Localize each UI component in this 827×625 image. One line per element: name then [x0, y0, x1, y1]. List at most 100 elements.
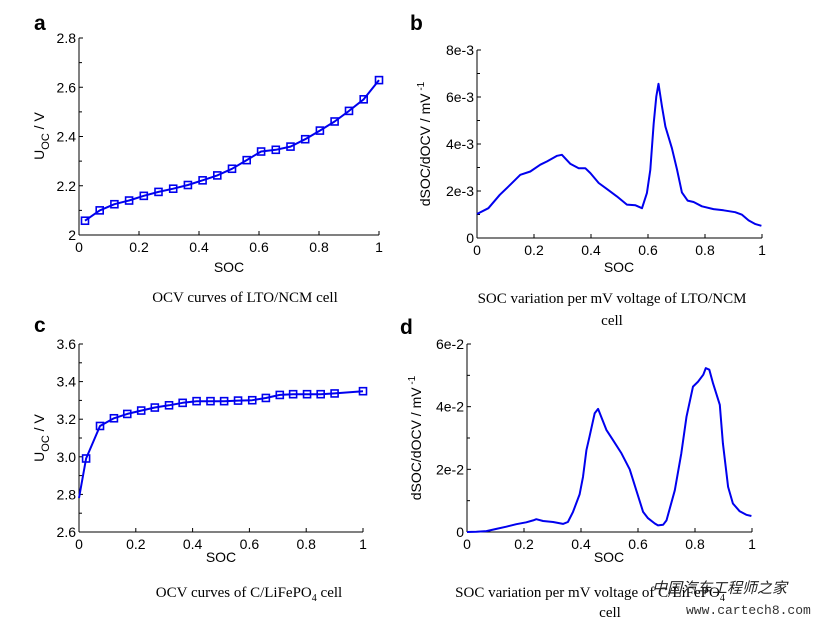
- x-tick-label: 0.8: [695, 242, 715, 258]
- x-tick-label: 0.6: [240, 536, 260, 552]
- caption-text: SOC variation per mV voltage of C/LiFePO: [455, 585, 720, 601]
- y-tick-label: 2.4: [57, 129, 77, 145]
- watermark-url-text: www.cartech8.com: [686, 603, 811, 618]
- data-point-marker: [359, 95, 369, 104]
- x-tick-label: 0.8: [309, 239, 329, 255]
- x-tick-label: 0: [473, 242, 481, 258]
- data-point-marker: [139, 191, 149, 201]
- x-tick-label: 0.6: [638, 242, 658, 258]
- data-point-marker: [136, 406, 146, 415]
- data-point-marker: [330, 117, 339, 126]
- data-point-marker: [122, 409, 132, 419]
- x-tick-label: 0.8: [685, 536, 705, 552]
- panel-label: d: [400, 316, 413, 339]
- chart-panel-b: b 0 0.2 0.4 0.6 0.8 1 0 2e-3 4e-3 6e-3 8e-3 SOC dSOC/…: [410, 12, 766, 329]
- x-tick-label: 0.4: [183, 536, 203, 552]
- y-tick-label: 8e-3: [446, 42, 474, 58]
- x-tick-label: 1: [375, 239, 383, 255]
- chart-panel-c: c 0 0.2 0.4 0.6 0.8 1 2.6 2.8 3.0 3.2 3.4 3.6 SOC UOC …: [31, 314, 368, 604]
- y-axis-title: dSOC/dOCV / mV -1: [416, 81, 433, 206]
- y-tick-label: 3.6: [57, 336, 77, 352]
- y-axis-title-main: dSOC/dOCV / mV: [408, 387, 424, 500]
- panel-caption: OCV curves of LTO/NCM cell: [152, 290, 338, 306]
- y-axis-title: UOC / V: [31, 414, 52, 462]
- y-tick-label: 2e-2: [436, 461, 464, 477]
- data-point-marker: [150, 403, 160, 412]
- y-tick-label: 0: [456, 524, 464, 540]
- data-point-marker: [344, 106, 354, 116]
- y-axis-title-superscript: -1: [407, 375, 418, 387]
- panel-label: a: [34, 12, 46, 35]
- data-point-marker: [95, 206, 104, 215]
- y-tick-label: 2.8: [57, 486, 77, 502]
- x-axis-title: SOC: [594, 549, 624, 565]
- x-axis-title: SOC: [604, 259, 634, 275]
- y-axis-title-main: U: [31, 150, 47, 160]
- data-point-marker: [192, 396, 201, 406]
- series-line: [466, 367, 752, 533]
- data-point-marker: [302, 389, 312, 399]
- data-point-marker: [358, 386, 368, 396]
- data-point-marker: [109, 413, 119, 423]
- x-tick-label: 0.6: [628, 536, 648, 552]
- data-point-marker: [330, 389, 339, 398]
- y-axis-title-subscript: OC: [40, 435, 52, 452]
- panel-caption: SOC variation per mV voltage of LTO/NCM: [478, 291, 747, 307]
- x-tick-label: 0: [75, 239, 83, 255]
- x-tick-label: 0: [463, 536, 471, 552]
- y-axis-title: dSOC/dOCV / mV -1: [407, 375, 424, 500]
- y-tick-label: 0: [466, 230, 474, 246]
- y-axis-title-main: dSOC/dOCV / mV: [417, 93, 433, 206]
- x-tick-label: 1: [748, 536, 756, 552]
- x-tick-label: 0.2: [524, 242, 544, 258]
- series-line: [78, 390, 364, 499]
- x-tick-label: 0.6: [249, 239, 269, 255]
- panel-caption: OCV curves of C/LiFePO4 cell: [156, 585, 342, 604]
- data-point-marker: [124, 196, 134, 205]
- data-point-marker: [168, 184, 178, 194]
- data-point-marker: [154, 187, 163, 197]
- y-tick-label: 6e-3: [446, 89, 474, 105]
- y-tick-label: 3.2: [57, 411, 77, 427]
- x-axis-title: SOC: [206, 549, 236, 565]
- x-tick-label: 0.4: [571, 536, 591, 552]
- y-tick-label: 2e-3: [446, 183, 474, 199]
- y-tick-label: 2.2: [57, 178, 77, 194]
- data-point-marker: [206, 396, 215, 406]
- caption-subscript: 4: [312, 593, 317, 604]
- data-point-marker: [275, 390, 285, 400]
- y-tick-label: 3.4: [57, 374, 77, 390]
- panel-label: c: [34, 314, 46, 337]
- y-tick-label: 6e-2: [436, 336, 464, 352]
- caption-text: OCV curves of C/LiFePO: [156, 585, 312, 601]
- x-tick-label: 1: [758, 242, 766, 258]
- data-point-marker: [164, 400, 174, 410]
- data-point-marker: [286, 142, 295, 151]
- y-axis-title: UOC / V: [31, 112, 52, 160]
- series-line: [84, 79, 380, 222]
- y-tick-label: 2: [68, 227, 76, 243]
- x-tick-label: 0.4: [581, 242, 601, 258]
- series-line: [476, 82, 762, 227]
- panel-caption: SOC variation per mV voltage of C/LiFePO…: [455, 585, 725, 604]
- data-point-marker: [247, 395, 257, 405]
- y-axis-title-superscript: -1: [416, 81, 427, 93]
- data-point-marker: [315, 126, 325, 135]
- data-point-marker: [288, 389, 298, 399]
- y-tick-label: 3.0: [57, 449, 77, 465]
- x-tick-label: 0.4: [189, 239, 209, 255]
- data-point-marker: [183, 180, 193, 190]
- y-tick-label: 2.6: [57, 524, 77, 540]
- y-tick-label: 4e-3: [446, 136, 474, 152]
- data-point-marker: [95, 421, 105, 431]
- x-tick-label: 0.2: [129, 239, 149, 255]
- x-tick-label: 0.2: [126, 536, 146, 552]
- y-axis-title-unit: / V: [31, 112, 47, 134]
- x-axis-title: SOC: [214, 259, 244, 275]
- caption-subscript: 4: [720, 593, 725, 604]
- data-point-marker: [110, 199, 119, 209]
- data-point-marker: [198, 176, 207, 185]
